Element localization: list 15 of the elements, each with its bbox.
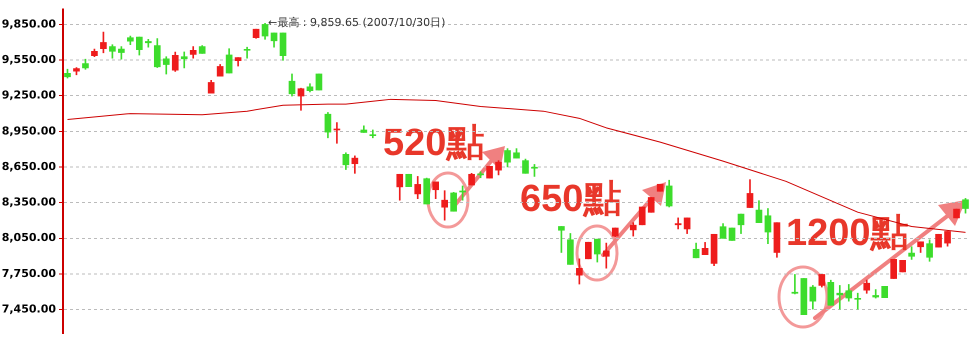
annotation: 1200點	[786, 212, 909, 254]
candlestick	[531, 164, 538, 177]
annotation: 650點	[520, 178, 622, 220]
y-tick-label: 8,650.00	[2, 160, 56, 173]
candlestick	[477, 171, 484, 178]
y-tick-label: 9,250.00	[2, 88, 56, 102]
y-tick-label: 8,350.00	[2, 196, 56, 209]
annotation: ←最高 : 9,859.65 (2007/10/30日)	[268, 16, 446, 30]
annotation: 520點	[383, 122, 484, 164]
y-tick-label: 8,950.00	[2, 124, 56, 138]
y-tick-label: 7,750.00	[2, 266, 56, 280]
y-tick-label: 7,450.00	[2, 302, 56, 316]
y-tick-label: 9,550.00	[2, 52, 56, 66]
y-tick-label: 9,850.00	[2, 17, 56, 30]
y-tick-label: 8,050.00	[2, 231, 56, 244]
